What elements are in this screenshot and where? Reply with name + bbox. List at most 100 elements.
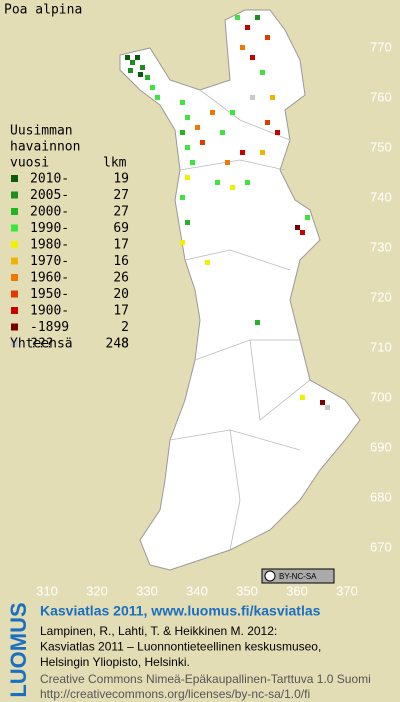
x-tick-label: 360 [286,583,308,598]
y-tick-label: 770 [370,39,392,54]
observation-square [230,110,235,115]
legend-swatch [11,241,18,248]
badge-text: BY-NC-SA [279,572,317,581]
observation-square [200,140,205,145]
y-tick-label: 670 [370,539,392,554]
finland-outline [119,9,361,571]
legend-swatch [11,224,18,232]
observation-square [240,45,245,50]
legend-swatch [11,307,18,314]
observation-square [185,115,190,120]
observation-square [255,320,260,325]
legend-label: 1900- [30,304,69,319]
observation-square [320,400,325,405]
observation-square [195,125,200,130]
license-line: http://creativecommons.org/licenses/by-n… [40,687,310,701]
observation-square [260,70,265,75]
observation-square [255,15,260,20]
observation-square [215,180,220,185]
observation-square [245,180,250,185]
observation-square [150,85,155,90]
legend-count: 16 [113,254,129,269]
link[interactable]: Kasviatlas 2011, www.luomus.fi/kasviatla… [40,603,321,619]
observation-square [325,405,330,410]
observation-square [225,160,230,165]
region-borders [169,89,311,551]
license-badge: BY-NC-SA [261,568,335,584]
footer: Lampinen, R., Lahti, T. & Heikkinen M. 2… [40,624,371,701]
legend-count: 27 [113,188,129,203]
observation-square [300,230,305,235]
legend-label: 2005- [30,188,69,203]
legend-count: 27 [113,205,129,220]
citation-line: Helsingin Yliopisto, Helsinki. [40,655,190,669]
observation-square [185,145,190,150]
observation-square [240,150,245,155]
observation-square [235,15,240,20]
grid-ticks: 310 320 330 340 350 360 370 770 760 750 740 730 720 7… [36,39,392,598]
observation-square [300,395,305,400]
y-tick-label: 720 [370,289,392,304]
legend-total: 248 [106,337,129,352]
observation-square [245,25,250,30]
brand: LUOMUS [6,602,31,697]
cc-icon [264,570,276,582]
legend-count: 17 [113,238,129,253]
legend-swatch [11,257,18,265]
license-line: Creative Commons Nimeä-Epäkaupallinen-Ta… [40,672,371,686]
legend-swatch [11,290,18,298]
observation-square [180,195,185,200]
y-tick-label: 750 [370,139,392,154]
x-tick-label: 370 [336,583,358,598]
legend-count-heading: lkm [103,156,127,171]
legend-label: 1960- [30,271,69,286]
observation-square [125,55,130,60]
observation-square [180,130,185,135]
x-tick-label: 350 [236,583,258,598]
x-tick-label: 340 [186,583,208,598]
observation-square [250,95,255,100]
legend-heading: Uusimman [10,124,73,139]
y-tick-label: 740 [370,189,392,204]
legend-count: 26 [113,271,129,286]
observation-squares [125,15,330,410]
y-tick-label: 700 [370,389,392,404]
observation-square [130,60,135,65]
legend-count: 19 [113,172,129,187]
legend-label: 2010- [30,172,69,187]
citation-line: Lampinen, R., Lahti, T. & Heikkinen M. 2… [40,624,277,638]
legend-swatch [11,191,18,199]
observation-square [138,72,143,77]
legend-label: 1980- [30,238,69,253]
observation-square [180,240,185,245]
legend-swatch [11,208,18,215]
legend-label: 2000- [30,205,69,220]
legend-swatch [11,175,18,182]
title: Poa alpina [4,3,82,18]
legend-count: 17 [113,304,129,319]
citation-line: Kasviatlas 2011 – Luonnontieteellinen ke… [40,640,321,654]
observation-square [260,150,265,155]
observation-square [205,260,210,265]
badge-box [261,568,335,584]
observation-square [185,220,190,225]
x-tick-label: 310 [36,583,58,598]
legend-count: 20 [113,287,129,302]
legend-heading: havainnon [10,140,80,155]
x-tick-label: 330 [136,583,158,598]
y-tick-label: 690 [370,439,392,454]
legend-label: 1970- [30,254,69,269]
observation-square [265,120,270,125]
y-tick-label: 680 [370,489,392,504]
legend-label: -1899 [30,320,69,335]
observation-square [140,65,145,70]
observation-square [210,110,215,115]
observation-square [250,55,255,60]
observation-square [145,75,150,80]
observation-square [220,130,225,135]
y-tick-label: 760 [370,89,392,104]
legend-swatch [11,323,18,331]
legend-label: 1950- [30,287,69,302]
